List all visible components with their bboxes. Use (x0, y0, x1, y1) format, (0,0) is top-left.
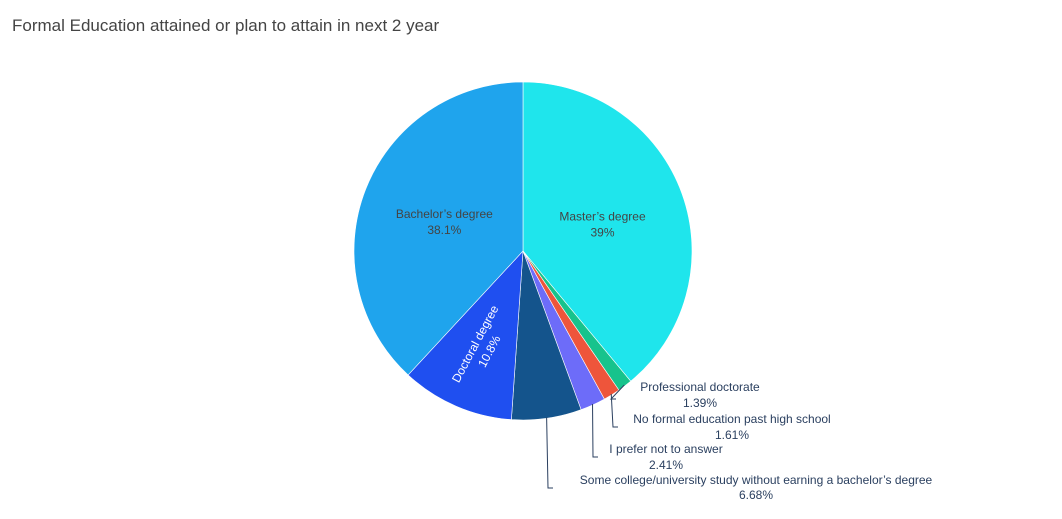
slice-doctoral-degree[interactable] (407, 250, 524, 420)
leader-line-no-formal-education-past-high-school (610, 393, 618, 428)
slice-pct-master-s-degree: 39% (590, 225, 614, 239)
slice-pct-professional-doctorate: 1.39% (683, 396, 717, 410)
slice-pct-bachelor-s-degree: 38.1% (427, 223, 461, 237)
slice-bachelor-s-degree[interactable] (353, 81, 524, 376)
slice-pct-no-formal-education-past-high-school: 1.61% (715, 428, 749, 442)
slice-label-master-s-degree: Master’s degree (559, 209, 646, 223)
slice-pct-i-prefer-not-to-answer: 2.41% (649, 458, 683, 472)
leader-line-professional-doctorate (609, 384, 625, 400)
chart-title: Formal Education attained or plan to att… (12, 16, 440, 35)
leader-line-i-prefer-not-to-answer (592, 403, 598, 458)
slice-pct-some-college-university-study-without-earning-a-bachelor-s-degree: 6.68% (739, 488, 773, 502)
slice-label-no-formal-education-past-high-school: No formal education past high school (633, 412, 830, 426)
slice-master-s-degree[interactable] (522, 81, 693, 382)
slice-label-some-college-university-study-without-earning-a-bachelor-s-degree: Some college/university study without ea… (580, 473, 933, 487)
slice-label-i-prefer-not-to-answer: I prefer not to answer (609, 442, 722, 456)
leader-lines (546, 384, 625, 489)
slice-label-bachelor-s-degree: Bachelor’s degree (396, 207, 493, 221)
leader-line-some-college-university-study-without-earning-a-bachelor-s-degree (546, 417, 553, 489)
slice-label-professional-doctorate: Professional doctorate (640, 380, 760, 394)
pie-slices (353, 81, 693, 421)
